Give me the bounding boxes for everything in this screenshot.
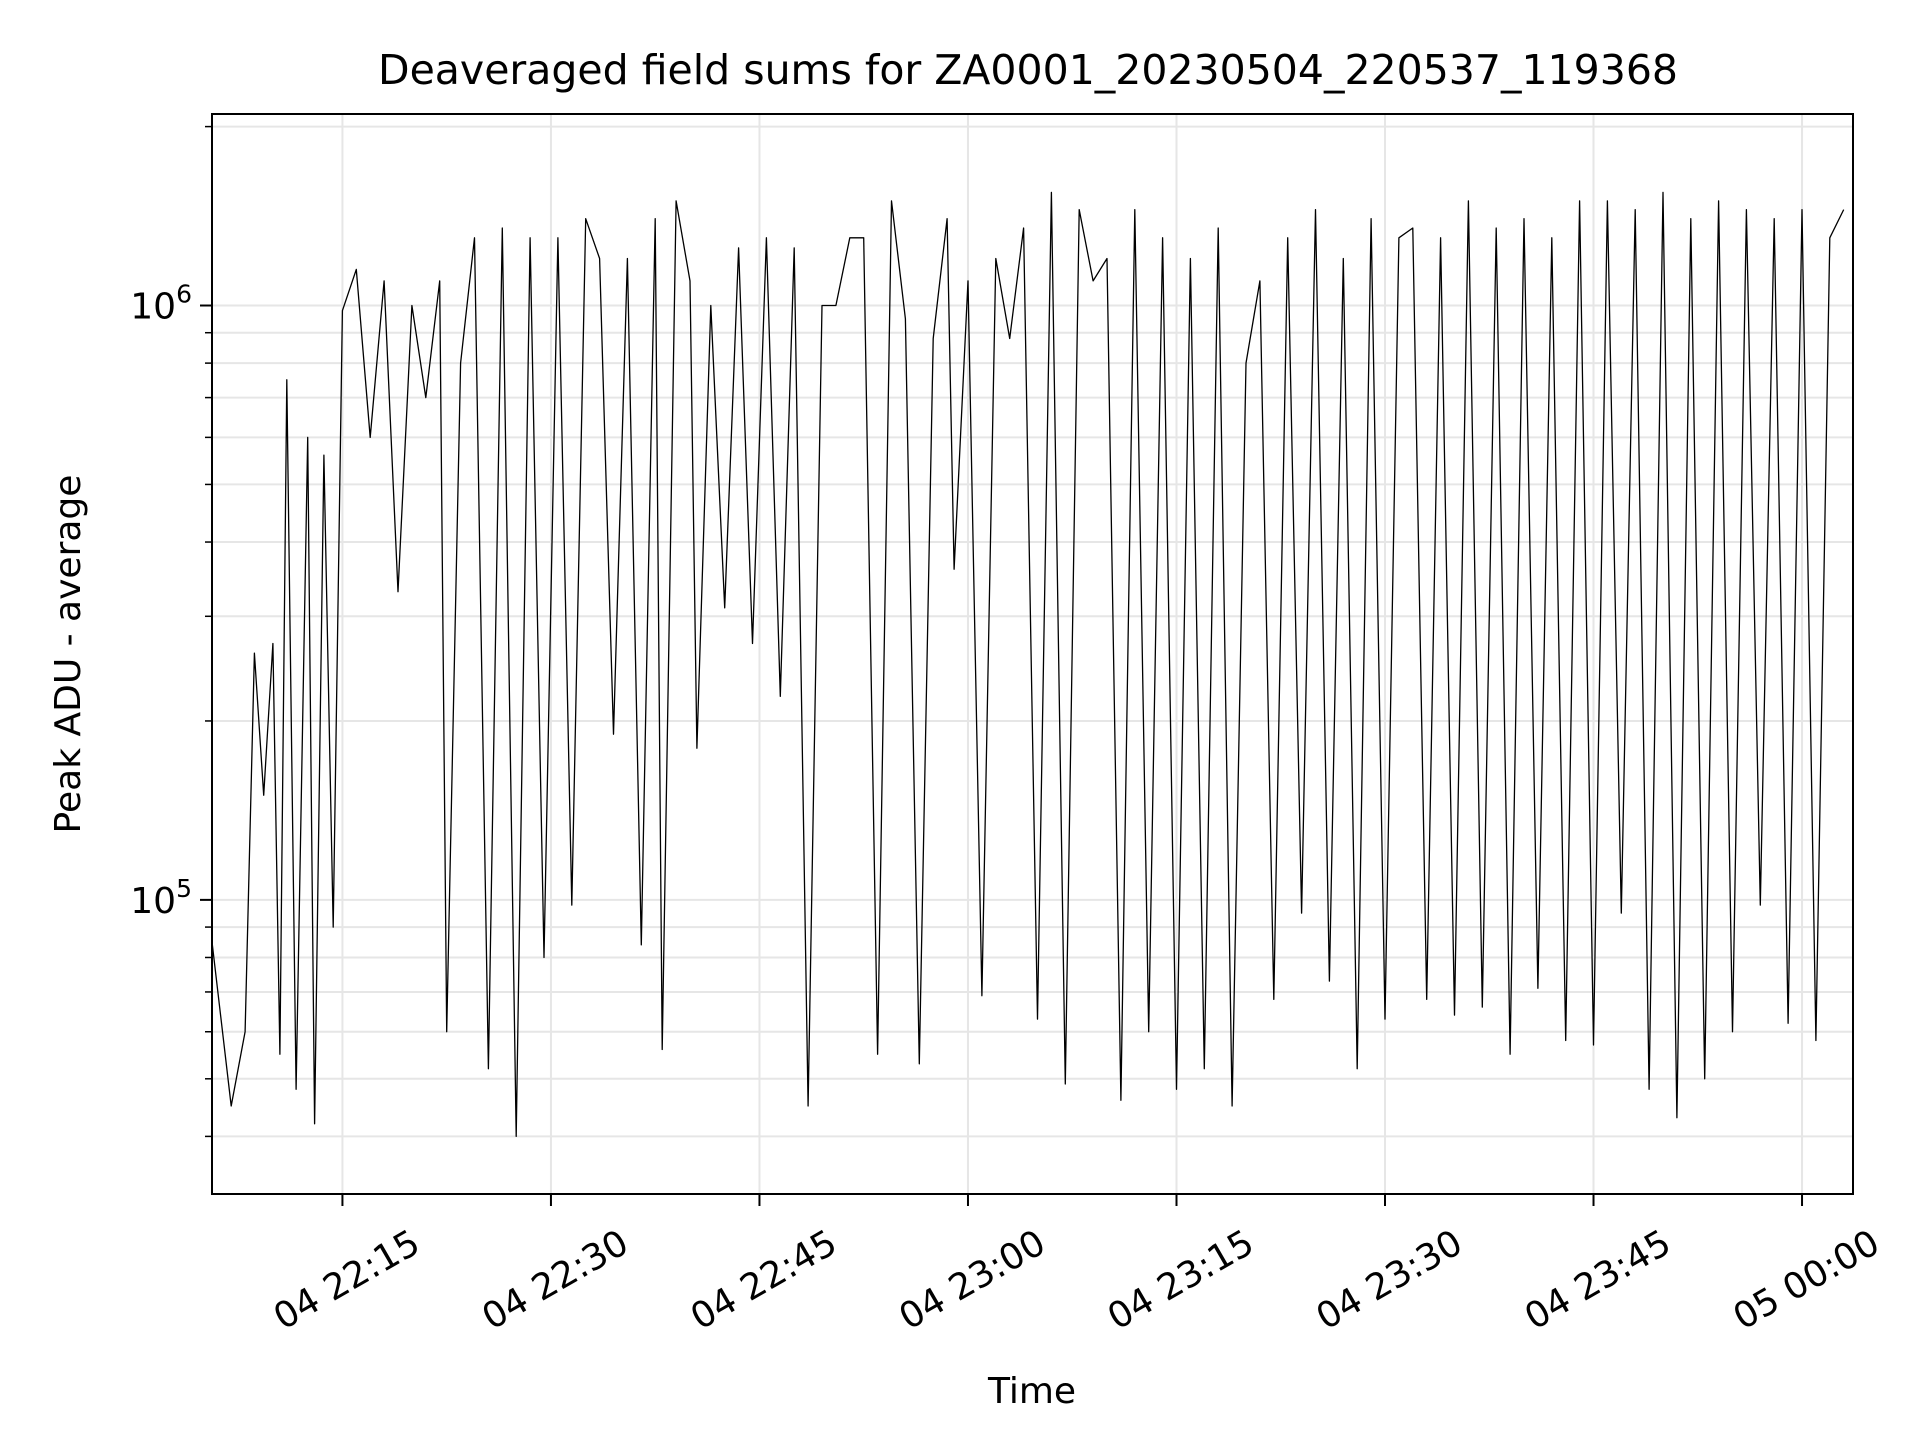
y-tick-label: 105 bbox=[130, 874, 192, 922]
series-line-0 bbox=[211, 191, 1845, 1138]
y-tick-base: 10 bbox=[130, 881, 176, 922]
grid bbox=[212, 114, 1853, 1194]
chart-title: Deaveraged field sums for ZA0001_2023050… bbox=[378, 46, 1678, 94]
series-group bbox=[211, 191, 1845, 1138]
y-tick-exponent: 6 bbox=[176, 280, 192, 309]
plot-area-frame bbox=[211, 113, 1854, 1195]
y-tick-exponent: 5 bbox=[176, 874, 192, 903]
x-axis-label: Time bbox=[987, 1371, 1076, 1412]
y-axis-label: Peak ADU - average bbox=[48, 475, 89, 834]
y-tick-label: 106 bbox=[130, 280, 192, 328]
y-tick-base: 10 bbox=[130, 287, 176, 328]
